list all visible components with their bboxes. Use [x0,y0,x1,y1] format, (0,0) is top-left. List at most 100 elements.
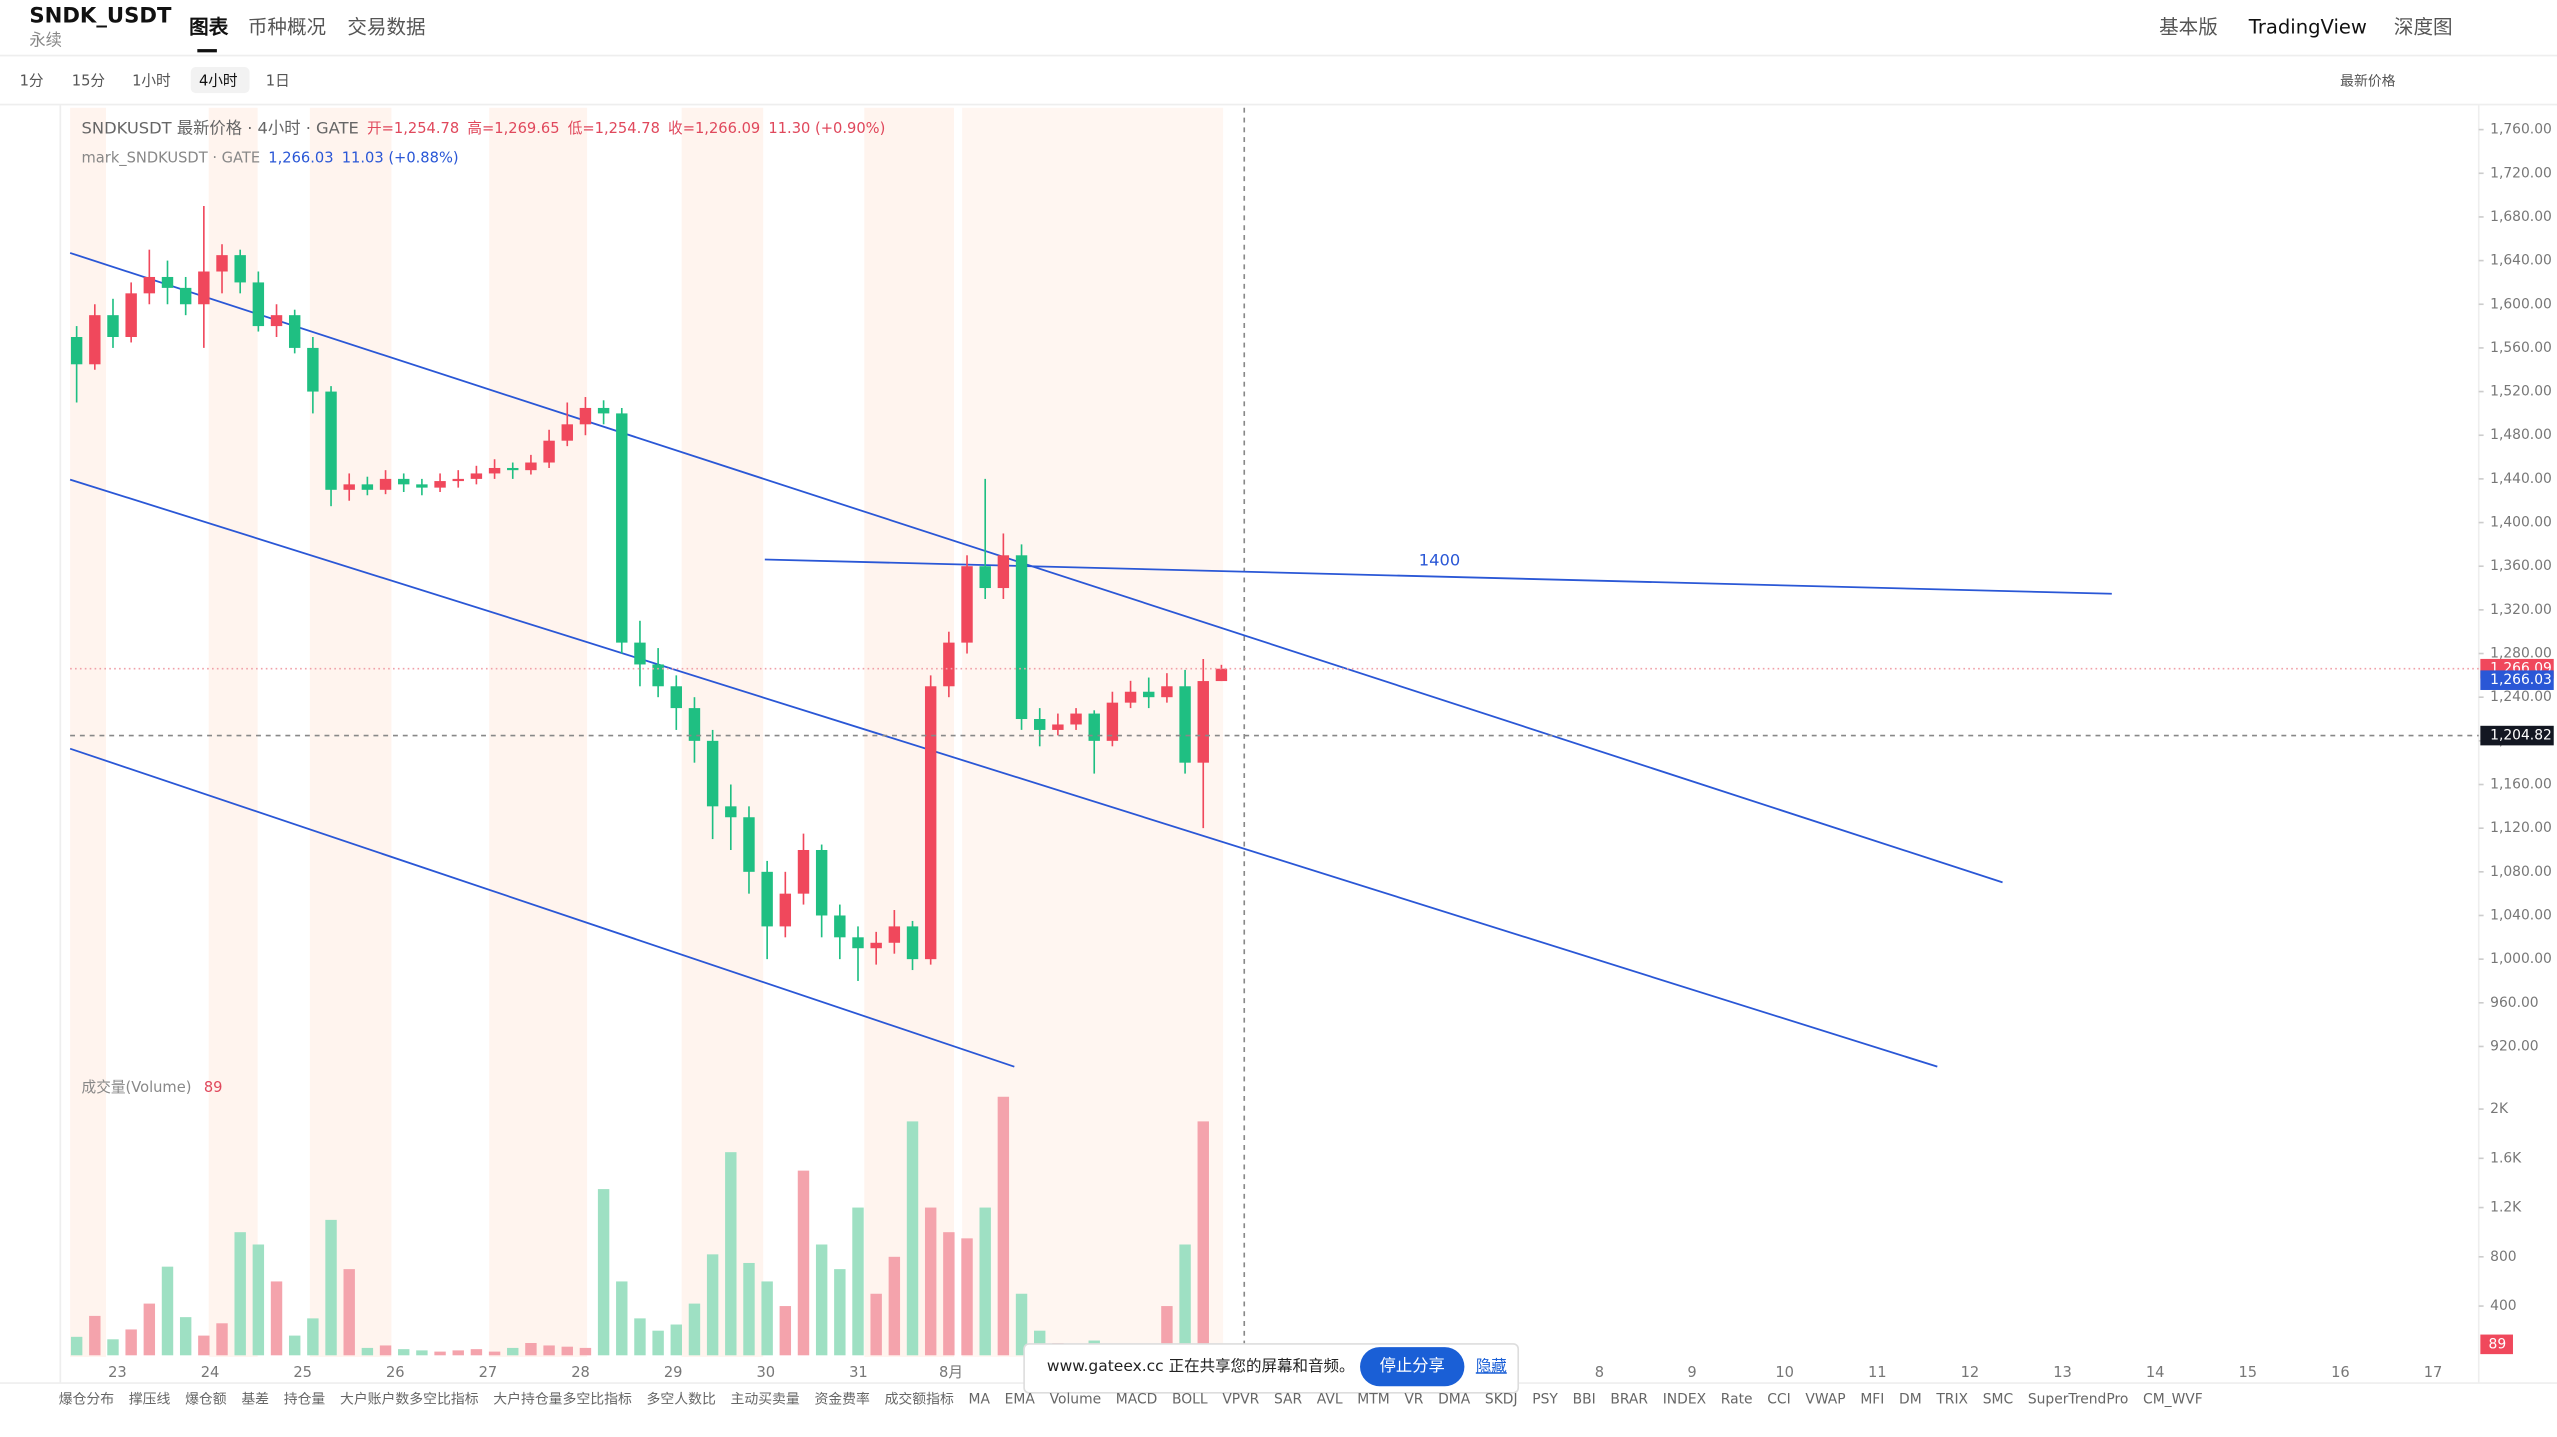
indicator[interactable]: 大户账户数多空比指标 [340,1390,479,1407]
volume-bar [997,1096,1010,1356]
x-tick-label: 14 [2146,1364,2165,1381]
indicator[interactable]: VPVR [1222,1391,1259,1407]
candle-body [1034,719,1046,730]
indicator[interactable]: VR [1404,1391,1423,1407]
indicator[interactable]: 主动买卖量 [730,1391,799,1407]
indicator[interactable]: INDEX [1663,1391,1707,1407]
interval[interactable]: 1小时 [132,73,171,90]
volume-bar [270,1281,283,1356]
interval[interactable]: 15分 [72,73,106,90]
header-link[interactable]: TradingView [2248,15,2367,38]
indicator[interactable]: CM_WVF [2143,1391,2203,1407]
trend-line[interactable] [69,252,2003,884]
tab[interactable]: 交易数据 [347,15,425,38]
x-tick-label: 23 [108,1364,127,1381]
candle-body [125,293,137,337]
indicator[interactable]: TRIX [1935,1391,1968,1407]
y-tick-label: 1,160.00 [2490,777,2552,793]
candle-body [815,849,828,916]
volume-last-tag-label: 89 [2489,1336,2507,1352]
indicator[interactable]: CCI [1767,1391,1790,1407]
x-tick-label: 28 [571,1364,590,1381]
indicator[interactable]: DMA [1438,1391,1471,1407]
volume-bar [470,1349,483,1356]
volume-bar [725,1152,737,1356]
indicator[interactable]: 持仓量 [284,1391,326,1407]
indicator[interactable]: 多空人数比 [647,1390,716,1407]
candle-body [179,287,192,305]
candle-body [252,282,265,327]
indicator[interactable]: 爆仓分布 [59,1391,115,1407]
trend-line[interactable] [69,478,1938,1068]
y-tick-label: 1,480.00 [2490,427,2552,443]
legend-item: SNDKUSDT 最新价格 · 4小时 · GATE [82,118,359,137]
indicator[interactable]: 撑压线 [129,1391,171,1407]
header-link[interactable]: 基本版 [2159,15,2218,38]
indicator[interactable]: BBI [1573,1391,1596,1407]
volume-bar [852,1207,864,1356]
indicator[interactable]: SKDJ [1485,1391,1518,1407]
indicator[interactable]: AVL [1317,1391,1343,1407]
indicator[interactable]: MFI [1860,1391,1884,1407]
indicator[interactable]: MACD [1116,1391,1158,1407]
volume-bar [234,1232,246,1356]
indicator[interactable]: 基差 [241,1390,269,1407]
tab[interactable]: 币种概况 [248,15,326,38]
indicator[interactable]: SMC [1983,1391,2013,1407]
interval[interactable]: 1日 [266,73,290,90]
candle-body [434,481,446,488]
indicator[interactable]: MTM [1357,1391,1389,1407]
legend-item: 高=1,269.65 [467,120,559,137]
candle-body [997,555,1010,589]
y-tick-label: 1,520.00 [2490,384,2552,400]
candle-body [943,642,955,687]
indicator[interactable]: 爆仓额 [185,1391,227,1407]
volume-bar [906,1121,919,1356]
price-mode[interactable]: 最新价格 [2340,74,2396,90]
stop-share-button[interactable] [1360,1347,1465,1387]
indicator[interactable]: 成交额指标 [885,1390,954,1407]
stop-share[interactable]: 停止分享 [1380,1356,1445,1375]
interval[interactable]: 1分 [20,73,44,90]
drawings [69,252,2112,1068]
legend-item: 低=1,254.78 [568,120,660,137]
indicator[interactable]: SuperTrendPro [2028,1391,2129,1407]
trend-line[interactable] [69,747,1015,1068]
interval[interactable]: 4小时 [199,73,238,90]
header-link[interactable]: 深度图 [2394,15,2453,38]
volume-bar [797,1170,810,1356]
y-tick-label: 1,240.00 [2490,689,2552,705]
indicator[interactable]: Rate [1721,1391,1753,1407]
volume-bar [779,1306,792,1356]
indicator[interactable]: DM [1899,1391,1922,1407]
indicator[interactable]: BRAR [1610,1391,1648,1407]
x-tick-label: 30 [756,1364,775,1381]
indicator[interactable]: 资金费率 [814,1390,870,1407]
indicator[interactable]: Volume [1050,1391,1102,1407]
volume-bar [70,1336,83,1356]
x-tick-label: 9 [1687,1364,1696,1381]
indicator[interactable]: 大户持仓量多空比指标 [493,1390,632,1407]
band [489,107,588,1357]
drawing-label: 1400 [1419,551,1460,570]
indicator[interactable]: SAR [1274,1391,1303,1407]
x-tick-label: 13 [2053,1364,2072,1381]
indicator[interactable]: MA [969,1391,991,1407]
candle-body [743,817,755,872]
share-text: www.gateex.cc 正在共享您的屏幕和音频。 [1047,1357,1355,1375]
volume-bar [634,1318,646,1356]
mark-price-tag-label: 1,266.03 [2490,672,2552,688]
tab[interactable]: 图表 [189,15,229,38]
indicator[interactable]: PSY [1532,1391,1558,1407]
x-tick-label: 15 [2238,1364,2257,1381]
volume-tick-label: 1.6K [2490,1150,2522,1166]
horizontal-ray[interactable] [764,558,2112,595]
indicator[interactable]: BOLL [1172,1391,1208,1407]
indicator[interactable]: VWAP [1805,1391,1845,1407]
symbol[interactable]: SNDK_USDT [29,2,172,27]
candle-body [325,391,337,490]
indicator[interactable]: EMA [1005,1391,1036,1407]
volume-bar [343,1269,355,1356]
hide-link[interactable]: 隐藏 [1476,1357,1507,1375]
